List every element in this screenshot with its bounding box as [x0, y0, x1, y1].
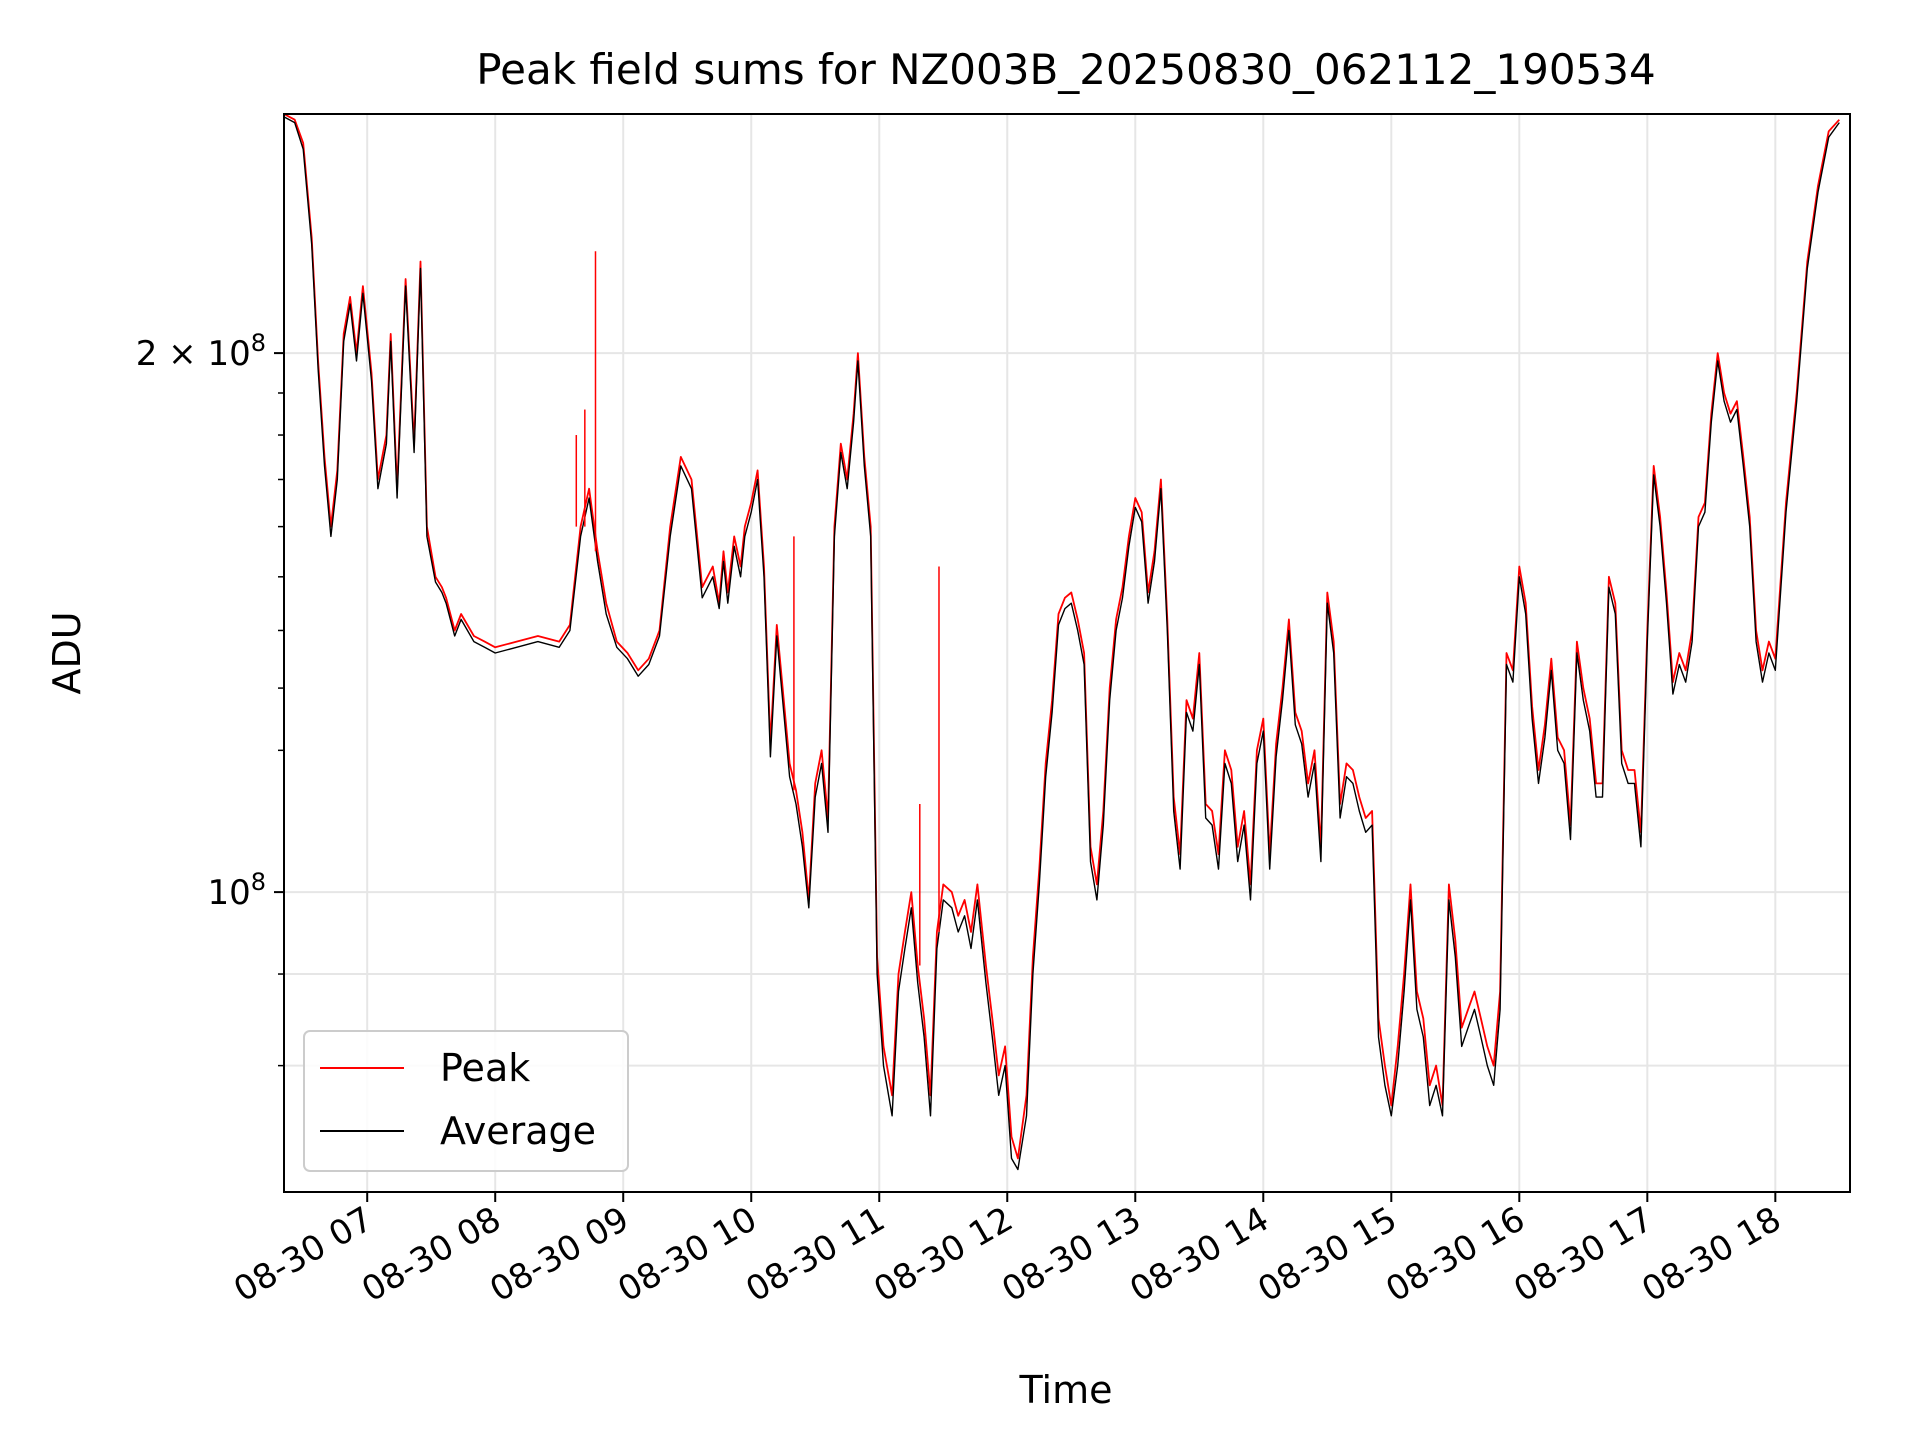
legend-label-average: Average	[440, 1109, 596, 1153]
legend-label-peak: Peak	[440, 1046, 530, 1090]
peak-spikes	[575, 251, 940, 966]
plot-frame	[283, 113, 1851, 1193]
chart-title: Peak field sums for NZ003B_20250830_0621…	[476, 45, 1655, 94]
y-axis: 2 × 108 108	[136, 329, 284, 1067]
y-tick-label: 2 × 108	[136, 329, 266, 374]
legend: Peak Average	[303, 1030, 629, 1172]
x-axis-label: Time	[1019, 1368, 1113, 1412]
series-layer	[283, 113, 1840, 1171]
series-line-average	[283, 116, 1840, 1171]
y-axis-label: ADU	[45, 611, 89, 694]
series-line-peak	[283, 113, 1840, 1160]
y-tick-label: 108	[207, 868, 266, 913]
legend-box	[303, 1030, 629, 1172]
